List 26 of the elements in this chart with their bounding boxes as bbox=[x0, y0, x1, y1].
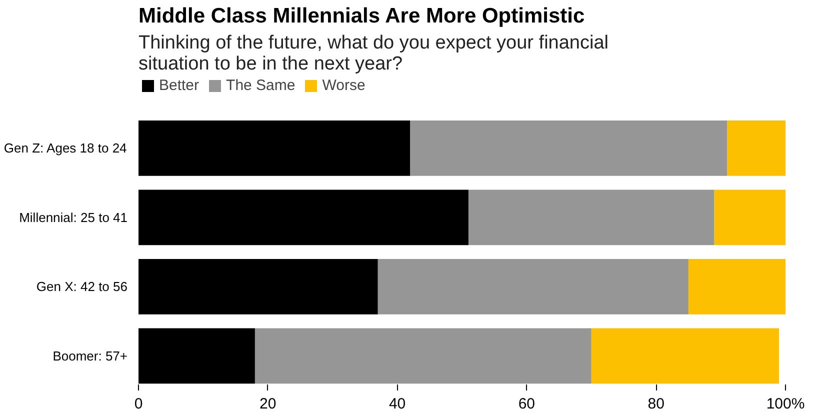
x-tick-label: 20 bbox=[260, 396, 276, 412]
bar bbox=[714, 190, 786, 246]
chart-subtitle: Thinking of the future, what do you expect your financial situation to be in the next year? bbox=[138, 32, 608, 74]
legend-label: Better bbox=[159, 77, 200, 94]
x-tick-label: 0 bbox=[134, 396, 143, 412]
legend-label: The Same bbox=[226, 77, 296, 94]
bar bbox=[254, 328, 592, 384]
bar bbox=[468, 190, 714, 246]
x-tick-label: 40 bbox=[388, 396, 406, 412]
x-tick-label: 60 bbox=[518, 396, 536, 412]
bar bbox=[688, 258, 786, 314]
bar bbox=[727, 120, 786, 176]
y-tick-label: Gen X: 42 to 56 bbox=[36, 279, 128, 294]
y-tick-label: Boomer: 57+ bbox=[52, 348, 128, 364]
y-tick-label: Millennial: 25 to 41 bbox=[19, 210, 128, 225]
legend-label: Worse bbox=[322, 77, 366, 94]
bar bbox=[138, 120, 410, 176]
chart-title: Middle Class Millennials Are More Optimistic bbox=[138, 4, 585, 28]
y-tick-label: Gen Z: Ages 18 to 24 bbox=[4, 140, 127, 156]
bar bbox=[378, 258, 688, 314]
bar bbox=[138, 190, 468, 246]
x-tick-label: 80 bbox=[648, 396, 664, 412]
bar bbox=[591, 328, 780, 384]
bar bbox=[410, 120, 728, 176]
bar bbox=[138, 258, 378, 314]
x-tick-label: 100% bbox=[766, 396, 805, 412]
